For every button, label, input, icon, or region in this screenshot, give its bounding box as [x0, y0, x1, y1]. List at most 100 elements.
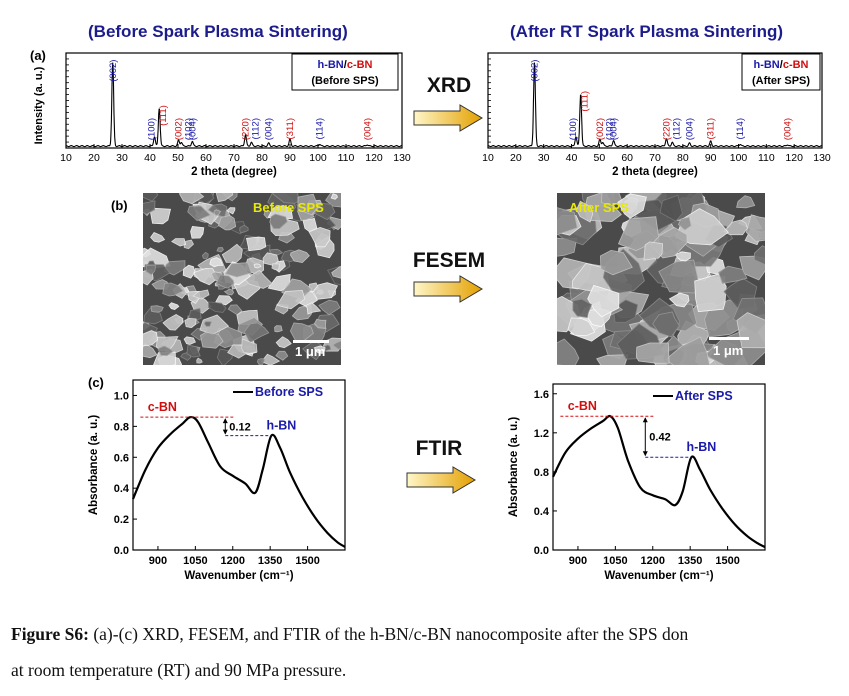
sem-grain [171, 238, 187, 247]
ftir-y-tick-label: 1.0 [114, 390, 129, 402]
xrd-peak-label: (102) [183, 118, 194, 140]
xrd-x-tick-label: 100 [309, 152, 327, 164]
ftir-x-tick-label: 1200 [641, 555, 665, 567]
xrd-legend-hbn: h-BN [753, 59, 779, 71]
sem-grain [297, 193, 319, 216]
xrd-x-tick-label: 70 [649, 152, 661, 164]
xrd-peak-label: (220) [661, 118, 672, 140]
scalebar-label-before: 1 μm [295, 344, 326, 359]
sem-grain [312, 282, 338, 300]
xrd-pattern-line [65, 62, 402, 148]
sem-grain [223, 288, 235, 296]
ftir-x-tick-label: 900 [569, 555, 587, 567]
xrd-legend-cbn: c-BN [783, 59, 809, 71]
xrd-peak-label: (100) [146, 118, 157, 140]
sem-grain [153, 351, 177, 365]
xrd-x-tick-label: 80 [256, 152, 268, 164]
xrd-before-chart: 10 20 30 40 50 60 70 80 90 100 110 120 130 2 theta (d… [33, 52, 411, 178]
sem-grain [269, 213, 288, 230]
scalebar-label-after: 1 μm [713, 343, 744, 358]
sem-grain [256, 358, 266, 365]
sem-image-after: After SPS 1 μm [557, 193, 765, 365]
sem-grain [753, 245, 765, 265]
xrd-after-chart: 10 20 30 40 50 60 70 80 90 100 110 120 130 2 theta (d… [482, 52, 831, 178]
sem-grain [226, 207, 236, 215]
xrd-pattern-line [487, 62, 822, 148]
xrd-x-tick-label: 130 [813, 152, 831, 164]
title-before: (Before Spark Plasma Sintering) [88, 22, 348, 41]
ftir-x-tick-label: 1200 [221, 555, 245, 567]
ftir-frame [552, 383, 766, 551]
ftir-x-axis-label: Wavenumber (cm⁻¹) [184, 570, 293, 582]
sem-grain [330, 193, 338, 200]
sem-grain [203, 321, 212, 327]
method-xrd: XRD [426, 74, 472, 97]
ftir-spectrum-line [131, 415, 346, 548]
sem-grain [145, 265, 156, 276]
sem-grain [162, 282, 184, 297]
xrd-x-tick-label: 40 [566, 152, 578, 164]
ftir-y-tick-label: 0.4 [114, 483, 130, 495]
sem-grain [304, 302, 322, 315]
ftir-spectrum-line [552, 414, 766, 549]
xrd-peak-label: (002) [174, 118, 185, 140]
xrd-x-tick-label: 10 [60, 152, 72, 164]
sem-grain [723, 219, 748, 236]
xrd-legend: h-BN/c-BN (After SPS) [741, 53, 821, 91]
sem-before-texture [143, 193, 341, 365]
scalebar-line-before [293, 340, 329, 343]
xrd-x-tick-label: 90 [284, 152, 296, 164]
ftir-diff-value: 0.12 [229, 421, 250, 433]
sem-grain [241, 338, 258, 354]
panel-label-b: (b) [111, 198, 128, 213]
ftir-diff-arrowheads [222, 418, 228, 435]
xrd-legend-sep: / [344, 59, 347, 71]
xrd-legend-box [291, 53, 399, 91]
scalebar-line-after [709, 337, 749, 340]
sem-label-before: Before SPS [253, 200, 324, 215]
sem-grain [331, 266, 341, 279]
arrow-fesem-icon [413, 275, 483, 303]
title-after: (After RT Spark Plasma Sintering) [510, 22, 784, 41]
ftir-legend-label: After SPS [675, 389, 733, 403]
method-ftir: FTIR [415, 437, 463, 460]
ftir-y-tick-label: 0.0 [534, 545, 549, 557]
sem-grain [190, 225, 205, 239]
sem-grain [209, 257, 224, 268]
xrd-peak-label: (220) [240, 118, 251, 140]
ftir-x-tick-label: 1350 [678, 555, 702, 567]
sem-grain [587, 284, 620, 318]
xrd-x-tick-label: 20 [88, 152, 100, 164]
sem-grain [215, 295, 233, 306]
xrd-legend-phases: h-BN/c-BN [317, 59, 372, 71]
sem-grain [736, 195, 756, 209]
sem-grain [694, 273, 727, 313]
ftir-legend-label: Before SPS [255, 385, 323, 399]
sem-grain [313, 202, 336, 221]
sem-grain [196, 357, 203, 364]
sem-label-after: After SPS [569, 200, 629, 215]
sem-grain [276, 289, 306, 310]
sem-grain [253, 263, 262, 269]
sem-grain [301, 340, 323, 361]
xrd-x-tick-label: 30 [538, 152, 550, 164]
arrow-xrd-icon [413, 104, 483, 132]
sem-grain [665, 336, 711, 365]
ftir-x-axis-label: Wavenumber (cm⁻¹) [604, 570, 713, 582]
sem-grain [601, 193, 623, 206]
sem-grain [186, 344, 201, 358]
sem-grain [267, 273, 291, 292]
sem-grain [162, 314, 184, 331]
sem-grain [643, 241, 664, 261]
sem-grain [274, 325, 283, 333]
sem-grain [184, 317, 197, 329]
xrd-x-tick-label: 30 [116, 152, 128, 164]
sem-grain [567, 317, 596, 337]
sem-grain [143, 342, 158, 359]
sem-grain [659, 194, 683, 222]
xrd-peak-label: (100) [568, 118, 579, 140]
ftir-y-tick-label: 0.8 [114, 421, 129, 433]
ftir-before-chart: 0.0 0.2 0.4 0.6 0.8 1.0 900 1050 1200 1350 1500Wav… [88, 379, 346, 582]
ftir-y-tick-label: 0.6 [114, 452, 129, 464]
xrd-x-tick-label: 80 [677, 152, 689, 164]
